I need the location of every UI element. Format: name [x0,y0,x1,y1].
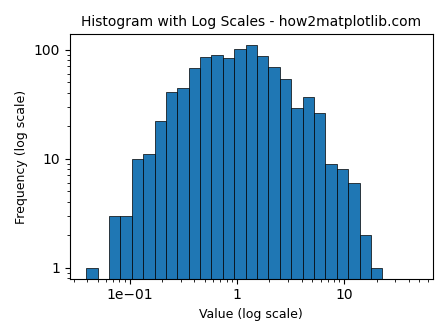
Bar [302,97,314,336]
Bar [280,79,291,336]
Bar [291,108,302,336]
Bar [223,58,234,336]
Bar [314,113,325,336]
Title: Histogram with Log Scales - how2matplotlib.com: Histogram with Log Scales - how2matplotl… [81,15,422,29]
Bar [109,216,121,336]
Bar [246,45,257,336]
Bar [211,54,223,336]
Bar [143,154,155,336]
Bar [371,267,382,336]
Bar [121,216,132,336]
Bar [189,68,200,336]
Bar [360,235,371,336]
Bar [325,164,337,336]
X-axis label: Value (log scale): Value (log scale) [199,308,303,321]
Bar [200,57,211,336]
Bar [132,159,143,336]
Bar [348,183,360,336]
Bar [166,92,177,336]
Bar [86,267,98,336]
Bar [177,88,189,336]
Y-axis label: Frequency (log scale): Frequency (log scale) [15,89,28,223]
Bar [257,56,268,336]
Bar [268,67,280,336]
Bar [155,121,166,336]
Bar [337,169,348,336]
Bar [234,49,246,336]
